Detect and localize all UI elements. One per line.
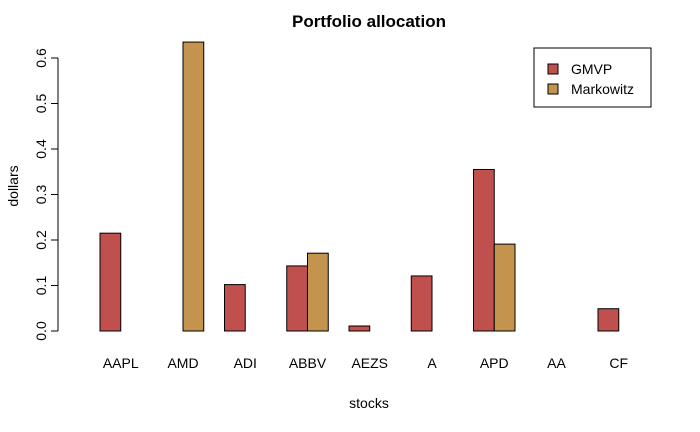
x-tick-label: AEZS [351, 355, 388, 371]
legend: GMVP Markowitz [533, 47, 652, 108]
bar-markowitz-amd [182, 41, 205, 332]
y-axis-label: dollars [5, 165, 21, 206]
x-tick-label: A [427, 355, 437, 371]
legend-label-gmvp: GMVP [571, 61, 612, 77]
x-tick-label: AMD [167, 355, 198, 371]
x-axis-label: stocks [349, 395, 389, 411]
bar-gmvp-aezs [348, 325, 371, 332]
x-tick-labels: AAPL AMD ADI ABBV AEZS A APD AA CF [103, 355, 628, 371]
y-tick-label: 0.3 [33, 185, 49, 205]
legend-label-markowitz: Markowitz [571, 81, 634, 97]
legend-swatch-gmvp [547, 63, 559, 75]
y-tick-label: 0.6 [33, 48, 49, 68]
legend-swatch-markowitz [547, 83, 559, 95]
bar-markowitz-abbv [307, 252, 329, 332]
bar-gmvp-aapl [99, 232, 122, 332]
y-axis: 0.0 0.1 0.2 0.3 0.4 0.5 0.6 [33, 48, 59, 341]
bar-markowitz-apd [493, 243, 516, 332]
y-tick-label: 0.4 [33, 139, 49, 159]
x-tick-label: APD [480, 355, 509, 371]
x-tick-label: AAPL [103, 355, 139, 371]
bar-gmvp-apd [473, 168, 495, 332]
chart-title: Portfolio allocation [292, 12, 446, 31]
bar-gmvp-a [410, 275, 433, 332]
x-tick-label: CF [609, 355, 628, 371]
x-tick-label: AA [547, 355, 566, 371]
bar-gmvp-abbv [286, 265, 308, 332]
y-tick-label: 0.2 [33, 230, 49, 250]
bars [99, 41, 620, 332]
y-tick-label: 0.5 [33, 94, 49, 114]
x-tick-label: ADI [234, 355, 257, 371]
x-tick-label: ABBV [289, 355, 327, 371]
legend-box [533, 47, 652, 108]
y-tick-label: 0.0 [33, 321, 49, 341]
bar-gmvp-cf [597, 308, 620, 332]
bar-gmvp-adi [224, 284, 246, 332]
y-tick-label: 0.1 [33, 276, 49, 296]
